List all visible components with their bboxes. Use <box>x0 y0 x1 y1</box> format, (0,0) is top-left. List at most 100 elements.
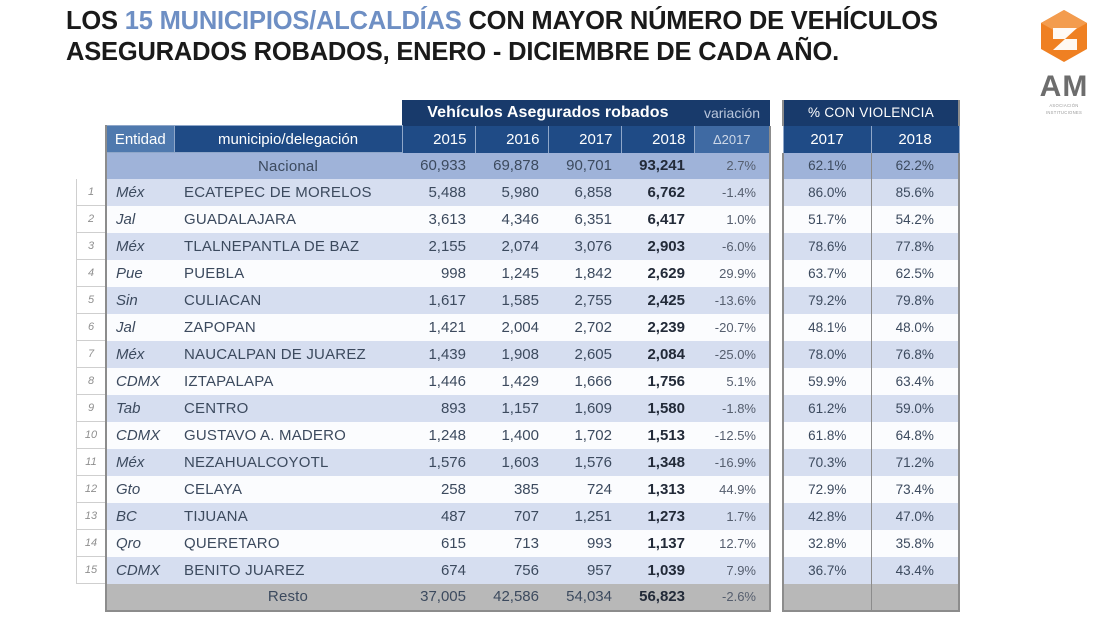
table-row[interactable]: 9 Tab CENTRO 893 1,157 1,609 1,580 -1.8% 61.2% 59… <box>76 394 960 422</box>
cell-delta: 29.9% <box>694 259 771 287</box>
row-gap <box>770 448 783 476</box>
cell-2018: 1,137 <box>621 529 694 557</box>
table-row[interactable]: 5 Sin CULIACAN 1,617 1,585 2,755 2,425 -13.6% 79… <box>76 286 960 314</box>
col-header-2017[interactable]: 2017 <box>547 125 621 153</box>
cell-entidad: Gto <box>105 475 174 503</box>
cell-entidad: Tab <box>105 394 174 422</box>
cell-entidad: Qro <box>105 529 174 557</box>
row-gap <box>770 394 783 422</box>
cell-entidad: CDMX <box>105 421 174 449</box>
col-header-2018[interactable]: 2018 <box>620 125 694 153</box>
table-row[interactable]: 11 Méx NEZAHUALCOYOTL 1,576 1,603 1,576 1,348-… <box>76 448 960 476</box>
col-header-municipio[interactable]: municipio/delegación <box>173 125 403 153</box>
row-gap <box>770 286 783 314</box>
cell-violencia-2018: 63.4% <box>870 367 960 395</box>
cell-violencia-2017: 59.9% <box>782 367 871 395</box>
cell-violencia-2018: 59.0% <box>870 394 960 422</box>
vehicle-theft-table: Vehículos Asegurados robados variación %… <box>76 100 960 612</box>
cell-delta: -13.6% <box>694 286 771 314</box>
title-pre: LOS <box>66 7 125 35</box>
row-number: 10 <box>76 421 107 449</box>
cell-2016: 385 <box>475 475 548 503</box>
row-number: 1 <box>76 179 107 206</box>
header-gap <box>770 125 783 153</box>
cell-2015: 1,421 <box>402 313 475 341</box>
col-header-violencia-2018[interactable]: 2018 <box>870 125 960 153</box>
col-header-2016[interactable]: 2016 <box>474 125 548 153</box>
cell-violencia-2017: 78.0% <box>782 340 871 368</box>
table-row-resto[interactable]: Resto 37,005 42,586 54,034 56,823 -2.6% <box>76 583 960 612</box>
cell-2015: 1,576 <box>402 448 475 476</box>
cell-2018: 93,241 <box>621 152 694 179</box>
cell-2017: 1,842 <box>548 259 621 287</box>
cell-violencia-2018: 73.4% <box>870 475 960 503</box>
group-spacer-num <box>76 100 106 126</box>
cell-violencia-2018: 48.0% <box>870 313 960 341</box>
table-row[interactable]: 10 CDMX GUSTAVO A. MADERO 1,248 1,400 1,702 1,… <box>76 421 960 449</box>
row-number <box>76 152 106 179</box>
cell-delta: -1.8% <box>694 394 771 422</box>
row-gap <box>770 259 783 287</box>
table-row[interactable]: 14 Qro QUERETARO 615 713 993 1,137 12.7% 32.8% 35… <box>76 529 960 557</box>
cell-violencia-2018: 71.2% <box>870 448 960 476</box>
table-row[interactable]: 13 BC TIJUANA 487 707 1,251 1,273 1.7% 42.8% 47.0… <box>76 502 960 530</box>
cell-violencia-2018 <box>870 583 960 612</box>
row-number: 9 <box>76 394 107 422</box>
table-row[interactable]: 12 Gto CELAYA 258 385 724 1,313 44.9% 72.9% 73.4% <box>76 475 960 503</box>
cell-delta: 44.9% <box>694 475 771 503</box>
table-row[interactable]: 15 CDMX BENITO JUAREZ 674 756 957 1,039 7.9% 36.… <box>76 556 960 584</box>
cell-violencia-2018: 85.6% <box>870 179 960 206</box>
cell-violencia-2017: 51.7% <box>782 205 871 233</box>
cell-entidad <box>105 583 174 612</box>
cell-entidad: Méx <box>105 232 174 260</box>
cell-entidad: Méx <box>105 448 174 476</box>
row-gap <box>770 179 783 206</box>
group-header-vehiculos: Vehículos Asegurados robados <box>402 100 694 126</box>
cell-entidad: Jal <box>105 313 174 341</box>
cell-municipio: TLALNEPANTLA DE BAZ <box>174 232 402 260</box>
cell-entidad: Jal <box>105 205 174 233</box>
cell-2018: 2,239 <box>621 313 694 341</box>
cell-entidad: Méx <box>105 340 174 368</box>
row-gap <box>770 340 783 368</box>
cell-delta: 1.0% <box>694 205 771 233</box>
cell-municipio: ZAPOPAN <box>174 313 402 341</box>
cell-2018: 1,580 <box>621 394 694 422</box>
table-row[interactable]: 4 Pue PUEBLA 998 1,245 1,842 2,629 29.9% 63.7% 62… <box>76 259 960 287</box>
cell-2015: 3,613 <box>402 205 475 233</box>
cell-violencia-2018: 77.8% <box>870 232 960 260</box>
table-row[interactable]: 6 Jal ZAPOPAN 1,421 2,004 2,702 2,239 -20.7% 48.… <box>76 313 960 341</box>
hexagon-logo-icon <box>1041 10 1087 62</box>
cell-2015: 615 <box>402 529 475 557</box>
table-row[interactable]: 8 CDMX IZTAPALAPA 1,446 1,429 1,666 1,756 5.1% 5… <box>76 367 960 395</box>
table-row[interactable]: 2 Jal GUADALAJARA 3,613 4,346 6,351 6,417 1.0% 5… <box>76 205 960 233</box>
col-header-violencia-2017[interactable]: 2017 <box>782 125 872 153</box>
table-row[interactable]: 3 Méx TLALNEPANTLA DE BAZ 2,155 2,074 3,076 2,… <box>76 232 960 260</box>
col-header-2015[interactable]: 2015 <box>401 125 475 153</box>
cell-violencia-2017 <box>782 583 871 612</box>
cell-2016: 1,603 <box>475 448 548 476</box>
table-row-nacional[interactable]: Nacional 60,933 69,878 90,701 93,241 2.7… <box>76 152 960 179</box>
cell-2015: 1,439 <box>402 340 475 368</box>
row-number: 6 <box>76 313 107 341</box>
cell-municipio: CENTRO <box>174 394 402 422</box>
cell-entidad <box>105 152 174 179</box>
cell-2015: 1,446 <box>402 367 475 395</box>
table-row[interactable]: 1 Méx ECATEPEC DE MORELOS 5,488 5,980 6,858 6,… <box>76 179 960 206</box>
col-header-delta[interactable]: Δ2017 <box>693 125 771 153</box>
cell-violencia-2017: 70.3% <box>782 448 871 476</box>
row-gap <box>770 205 783 233</box>
cell-violencia-2017: 79.2% <box>782 286 871 314</box>
cell-violencia-2017: 61.2% <box>782 394 871 422</box>
group-spacer-mun <box>174 100 402 126</box>
cell-2017: 1,576 <box>548 448 621 476</box>
cell-violencia-2017: 48.1% <box>782 313 871 341</box>
cell-delta: -1.4% <box>694 179 771 206</box>
row-gap <box>770 475 783 503</box>
cell-2018: 2,903 <box>621 232 694 260</box>
cell-violencia-2018: 62.2% <box>870 152 960 179</box>
cell-2017: 993 <box>548 529 621 557</box>
cell-municipio: ECATEPEC DE MORELOS <box>174 179 402 206</box>
col-header-entidad[interactable]: Entidad <box>105 125 175 153</box>
table-row[interactable]: 7 Méx NAUCALPAN DE JUAREZ 1,439 1,908 2,605 2,… <box>76 340 960 368</box>
